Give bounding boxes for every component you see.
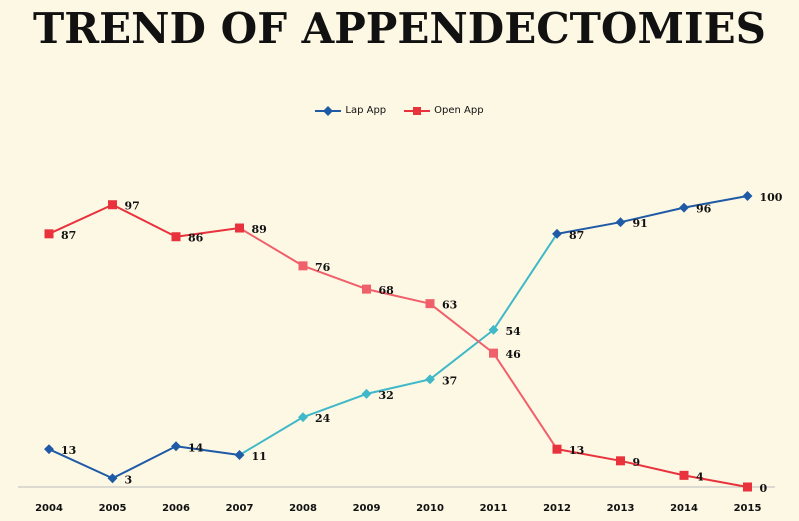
series-line-open-app	[175, 227, 240, 238]
x-tick-label: 2009	[353, 503, 381, 514]
point-open-app	[44, 229, 54, 239]
series-line-open-app	[492, 352, 558, 450]
x-tick-label: 2004	[35, 503, 63, 514]
series-line-open-app	[429, 302, 495, 354]
point-lap-app	[615, 217, 626, 228]
data-label-open-app: 87	[61, 229, 76, 242]
series-line-open-app	[683, 474, 748, 488]
series-line-lap-app	[492, 233, 558, 331]
data-label-lap-app: 54	[506, 325, 522, 338]
series-line-open-app	[620, 459, 685, 477]
point-lap-app	[234, 450, 245, 460]
point-lap-app	[488, 324, 499, 335]
point-open-app	[425, 299, 435, 309]
legend-label-open-app: Open App	[434, 105, 484, 116]
x-tick-label: 2008	[289, 503, 317, 514]
x-tick-label: 2006	[162, 503, 190, 514]
series-line-lap-app	[112, 445, 177, 480]
data-label-open-app: 9	[633, 456, 641, 469]
legend: Lap App Open App	[0, 105, 799, 116]
series-line-lap-app	[48, 448, 113, 480]
point-open-app	[362, 284, 371, 294]
series-line-open-app	[302, 264, 367, 291]
x-tick-label: 2010	[416, 503, 444, 514]
data-label-lap-app: 100	[760, 191, 783, 204]
series-line-open-app	[112, 203, 177, 238]
series-line-lap-app	[556, 221, 621, 235]
data-label-open-app: 86	[188, 232, 204, 245]
point-lap-app	[679, 202, 689, 213]
data-label-lap-app: 13	[61, 444, 76, 457]
x-tick-label: 2007	[226, 503, 254, 514]
point-open-app	[616, 456, 625, 466]
data-label-lap-app: 87	[569, 229, 584, 242]
series-line-lap-app	[238, 416, 304, 456]
x-tick-label: 2015	[734, 503, 762, 514]
legend-swatch-lap-app	[315, 105, 342, 116]
data-label-open-app: 46	[506, 348, 522, 361]
data-label-lap-app: 96	[696, 203, 712, 216]
data-label-open-app: 0	[760, 482, 768, 495]
data-label-lap-app: 3	[125, 473, 133, 486]
data-label-open-app: 89	[252, 223, 267, 236]
series-line-open-app	[366, 288, 431, 305]
series-line-lap-app	[683, 195, 748, 209]
data-label-open-app: 4	[696, 470, 704, 483]
data-label-lap-app: 11	[252, 450, 267, 463]
legend-label-lap-app: Lap App	[345, 105, 387, 116]
data-label-open-app: 13	[569, 444, 584, 457]
point-open-app	[171, 232, 181, 242]
x-tick-label: 2011	[480, 503, 508, 514]
point-lap-app	[742, 191, 753, 201]
data-label-lap-app: 14	[188, 441, 204, 454]
point-lap-app	[361, 388, 372, 399]
point-open-app	[552, 444, 562, 454]
series-line-lap-app	[429, 329, 495, 381]
x-tick-label: 2005	[99, 503, 127, 514]
chart-title: TREND OF APPENDECTOMIES	[33, 4, 766, 53]
data-label-lap-app: 37	[442, 374, 457, 387]
series-line-lap-app	[302, 392, 367, 419]
point-open-app	[489, 348, 498, 358]
legend-item-open-app: Open App	[404, 105, 484, 116]
point-lap-app	[171, 441, 181, 452]
series-line-open-app	[48, 203, 113, 235]
series-line-open-app	[238, 227, 304, 267]
data-label-open-app: 68	[379, 284, 395, 297]
series-line-open-app	[556, 448, 621, 462]
series-line-lap-app	[366, 378, 431, 395]
point-open-app	[743, 482, 752, 492]
data-label-open-app: 63	[442, 299, 457, 312]
series-line-lap-app	[620, 206, 685, 224]
data-label-lap-app: 24	[315, 412, 331, 425]
point-open-app	[108, 200, 117, 210]
point-lap-app	[107, 473, 118, 484]
point-open-app	[298, 261, 308, 271]
legend-swatch-open-app	[404, 106, 431, 115]
data-label-lap-app: 91	[633, 217, 648, 230]
point-lap-app	[298, 412, 308, 423]
x-tick-label: 2013	[607, 503, 635, 514]
data-label-open-app: 76	[315, 261, 331, 274]
point-open-app	[235, 223, 244, 233]
x-tick-label: 2014	[670, 503, 698, 514]
series-line-lap-app	[175, 445, 240, 456]
point-open-app	[679, 470, 689, 480]
data-label-open-app: 97	[125, 200, 140, 213]
x-tick-label: 2012	[543, 503, 571, 514]
point-lap-app	[44, 444, 54, 455]
legend-item-lap-app: Lap App	[315, 105, 386, 116]
point-lap-app	[552, 228, 562, 239]
data-label-lap-app: 32	[379, 389, 394, 402]
point-lap-app	[425, 374, 435, 385]
